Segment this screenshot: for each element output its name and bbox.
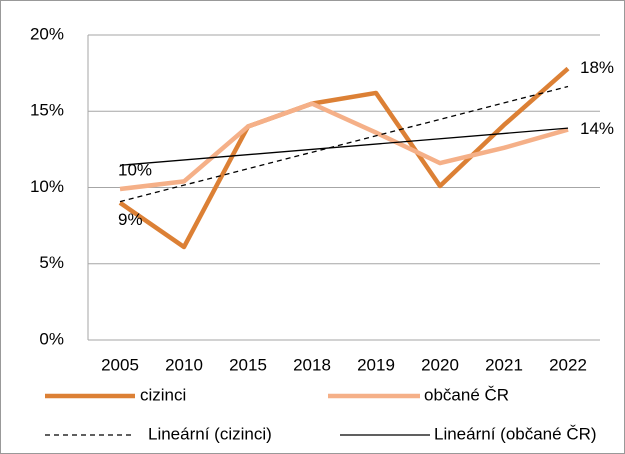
x-tick-label: 2020: [421, 355, 459, 374]
x-tick-label: 2005: [101, 355, 139, 374]
y-tick-label: 0%: [39, 329, 64, 348]
y-tick-label: 15%: [30, 101, 64, 120]
legend-label: cizinci: [140, 385, 186, 404]
x-tick-label: 2010: [165, 355, 203, 374]
x-tick-label: 2015: [229, 355, 267, 374]
data-label: 18%: [580, 58, 614, 77]
data-label: 14%: [580, 119, 614, 138]
trend-line: [119, 127, 569, 166]
x-tick-label: 2021: [485, 355, 523, 374]
data-label: 10%: [118, 161, 152, 180]
legend-label: občané ČR: [424, 385, 509, 404]
data-label: 9%: [118, 210, 143, 229]
series-line: [118, 66, 570, 250]
x-tick-label: 2018: [293, 355, 331, 374]
y-tick-label: 20%: [30, 24, 64, 43]
y-tick-label: 10%: [30, 177, 64, 196]
x-tick-label: 2019: [357, 355, 395, 374]
legend-label: Lineární (občané ČR): [434, 424, 597, 443]
y-tick-label: 5%: [39, 253, 64, 272]
legend-label: Lineární (cizinci): [148, 424, 272, 443]
series-line: [119, 101, 569, 192]
x-tick-label: 2022: [549, 355, 587, 374]
